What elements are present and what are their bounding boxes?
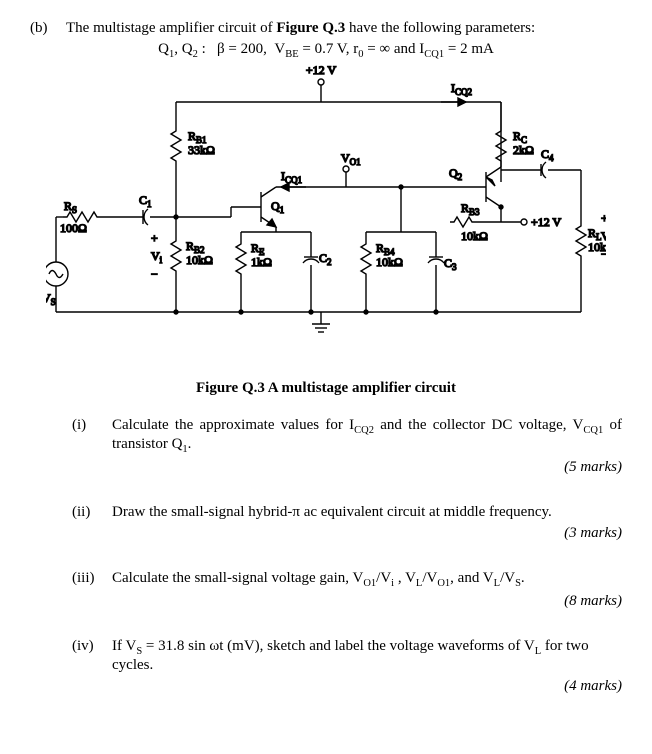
qii-marks: (3 marks) [30,525,622,542]
qiii-text: Calculate the small-signal voltage gain,… [112,570,622,589]
qi-text: Calculate the approximate values for ICQ… [112,417,622,455]
qiv-marks: (4 marks) [30,678,622,695]
part-b-header: (b) The multistage amplifier circuit of … [30,20,622,37]
figure-ref: Figure Q.3 [276,20,345,36]
rb3-value: 10kΩ [461,229,488,243]
q2-label: Q2 [449,166,462,182]
qii-text: Draw the small-signal hybrid-π ac equiva… [112,504,622,521]
vi-minus: − [151,267,158,281]
question-iii: (iii) Calculate the small-signal voltage… [30,570,622,589]
question-i: (i) Calculate the approximate values for… [30,417,622,455]
icq1-label: ICQ1 [281,169,302,185]
vl-label: VL [601,229,606,245]
circuit-diagram: +12 V ICQ2 RB1 33kΩ RC 2kΩ C4 RL 10kΩ + … [46,62,606,372]
figure-caption: Figure Q.3 A multistage amplifier circui… [30,380,622,397]
intro-tail: have the following parameters: [345,20,535,36]
q1-label: Q1 [271,199,284,215]
c3-label: C3 [444,256,457,272]
rb3-label: RB3 [461,201,480,217]
node-12v: +12 V [531,215,562,229]
vl-minus: − [601,247,606,261]
part-label: (b) [30,20,66,37]
qiii-num: (iii) [66,570,112,587]
question-ii: (ii) Draw the small-signal hybrid-π ac e… [30,504,622,521]
rb4-value: 10kΩ [376,255,403,269]
re-value: 1kΩ [251,255,272,269]
qiii-marks: (8 marks) [30,593,622,610]
question-iv: (iv) If VS = 31.8 sin ωt (mV), sketch an… [30,638,622,674]
icq2-label: ICQ2 [451,81,472,97]
parameters-line: Q1, Q2 : β = 200, VBE = 0.7 V, r0 = ∞ an… [30,41,622,60]
vl-plus: + [601,211,606,225]
vi-label: Vi [151,249,163,265]
rb2-value: 10kΩ [186,253,213,267]
rs-value: 100Ω [60,221,87,235]
vo1-label: VO1 [341,151,361,167]
intro-line: The multistage amplifier circuit of Figu… [66,20,622,37]
c2-label: C2 [319,251,332,267]
qiv-text: If VS = 31.8 sin ωt (mV), sketch and lab… [112,638,622,674]
intro-text: The multistage amplifier circuit of [66,20,276,36]
rs-label: RS [64,199,77,215]
c1-label: C1 [139,193,152,209]
c4-label: C4 [541,147,554,163]
vi-plus: + [151,231,158,245]
vs-label: VS [46,291,56,307]
qi-marks: (5 marks) [30,459,622,476]
qii-num: (ii) [66,504,112,521]
rc-value: 2kΩ [513,143,534,157]
qiv-num: (iv) [66,638,112,655]
qi-num: (i) [66,417,112,434]
supply-label: +12 V [306,63,337,77]
rb1-value: 33kΩ [188,143,215,157]
